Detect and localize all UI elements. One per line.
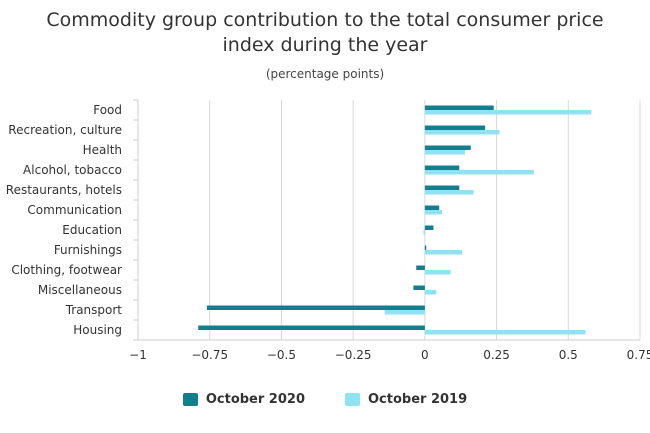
legend-label-october-2020: October 2020 xyxy=(205,392,305,407)
bar-october-2019-miscellaneous xyxy=(424,290,437,295)
bar-october-2019-health xyxy=(424,150,466,155)
bar-october-2019-alcohol-tobacco xyxy=(424,170,534,175)
legend-label-october-2019: October 2019 xyxy=(368,392,468,407)
tick-label-2: −0.5 xyxy=(267,348,296,362)
category-label-food: Food xyxy=(93,103,122,117)
tick-label-7: 0.75 xyxy=(627,348,650,362)
category-label-health: Health xyxy=(83,143,122,157)
bar-chart: Food Recreation, culture Health Alcohol, to… xyxy=(6,99,650,362)
legend-item-october-2020[interactable]: October 2020 xyxy=(182,392,305,407)
tick-label-6: 0.5 xyxy=(559,348,578,362)
bar-october-2019-transport xyxy=(384,310,425,315)
legend-item-october-2019[interactable]: October 2019 xyxy=(345,392,467,407)
chart-legend: October 2020 October 2019 xyxy=(0,392,650,407)
bar-october-2019-recreation-culture xyxy=(424,130,500,135)
bar-october-2020-clothing-footwear xyxy=(416,265,425,270)
category-label-restaurants-hotels: Restaurants, hotels xyxy=(6,183,122,197)
tick-label-3: −0.25 xyxy=(335,348,372,362)
tick-label-5: 0.25 xyxy=(483,348,510,362)
bar-october-2019-clothing-footwear xyxy=(424,270,451,275)
legend-swatch-october-2020 xyxy=(182,393,198,406)
bar-october-2020-furnishings xyxy=(424,245,427,250)
chart-title: Commodity group contribution to the tota… xyxy=(0,8,650,58)
bar-october-2020-transport xyxy=(206,305,425,310)
category-label-furnishings: Furnishings xyxy=(54,243,122,257)
bar-october-2019-education xyxy=(423,230,425,235)
bar-october-2020-health xyxy=(424,145,471,150)
category-label-housing: Housing xyxy=(73,323,122,337)
category-label-communication: Communication xyxy=(27,203,122,217)
bar-october-2020-restaurants-hotels xyxy=(424,185,460,190)
bar-october-2019-furnishings xyxy=(424,250,463,255)
bar-october-2020-miscellaneous xyxy=(413,285,425,290)
bar-october-2019-food xyxy=(424,110,592,115)
legend-swatch-october-2019 xyxy=(345,393,360,406)
bar-october-2019-communication xyxy=(424,210,443,215)
chart-title-line-2: index during the year xyxy=(222,34,428,56)
tick-label-0: −1 xyxy=(129,348,147,362)
chart-title-line-1: Commodity group contribution to the tota… xyxy=(46,9,604,31)
tick-label-4: 0 xyxy=(421,348,429,362)
bar-october-2020-recreation-culture xyxy=(424,125,486,130)
category-label-alcohol-tobacco: Alcohol, tobacco xyxy=(23,163,122,177)
bar-october-2020-alcohol-tobacco xyxy=(424,165,460,170)
bar-october-2019-housing xyxy=(424,330,586,335)
category-label-education: Education xyxy=(62,223,122,237)
bar-october-2020-education xyxy=(424,225,434,230)
category-label-clothing-footwear: Clothing, footwear xyxy=(11,263,122,277)
chart-subtitle: (percentage points) xyxy=(265,67,385,81)
bar-october-2020-communication xyxy=(424,205,440,210)
category-label-recreation-culture: Recreation, culture xyxy=(8,123,122,137)
category-label-transport: Transport xyxy=(65,303,123,317)
bar-october-2019-restaurants-hotels xyxy=(424,190,474,195)
category-label-miscellaneous: Miscellaneous xyxy=(38,283,122,297)
bar-october-2020-housing xyxy=(198,325,425,330)
tick-label-1: −0.75 xyxy=(191,348,228,362)
bar-october-2020-food xyxy=(424,105,494,110)
